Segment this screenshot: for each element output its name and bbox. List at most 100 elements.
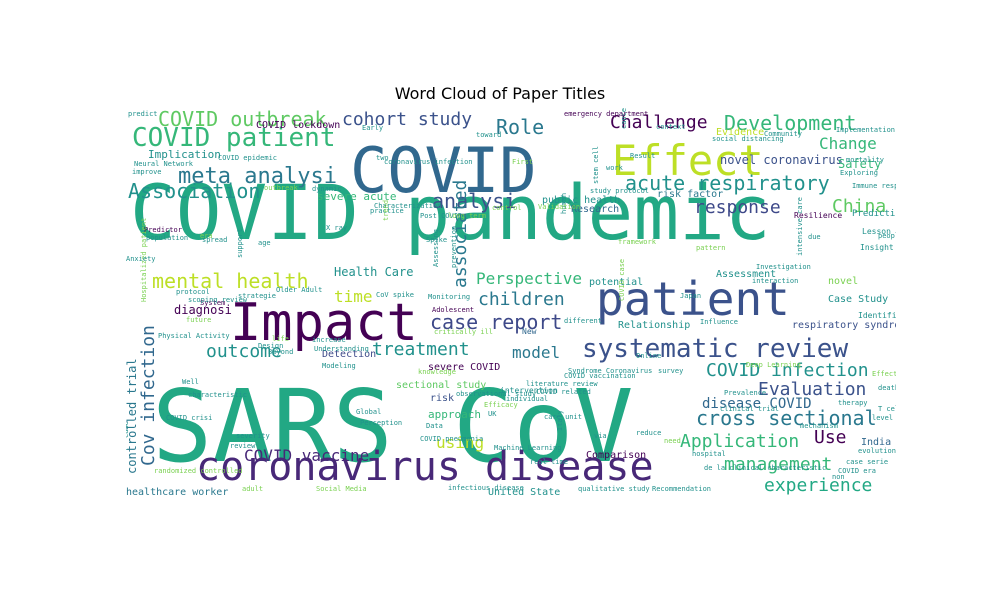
word-need: need — [664, 437, 681, 445]
word-deep-learning: Deep Learning — [746, 361, 801, 369]
word-detection: Detection — [322, 349, 376, 360]
word-effect: Effect — [612, 136, 764, 185]
word-covid-pandemic: COVID pandemic — [130, 168, 771, 257]
word-severe-covid: severe COVID — [428, 362, 500, 373]
word-influence: Influence — [700, 318, 738, 326]
word-early: Early — [362, 124, 383, 132]
word-intensive-care: intensive care — [796, 197, 804, 256]
word-uk: UK — [488, 410, 497, 418]
word-beyond: Beyond — [268, 348, 293, 356]
word-diagnosi: diagnosi — [174, 303, 232, 317]
word-safety: Safety — [838, 157, 881, 171]
word-individual: individual — [506, 395, 548, 403]
word-covid-era: COVID era — [838, 467, 876, 475]
word-human: human — [560, 193, 568, 214]
word-design: Design — [258, 342, 283, 350]
word-experience: experience — [764, 475, 872, 496]
word-outcome: outcome — [206, 341, 282, 362]
word-india: India — [861, 437, 891, 448]
word-research: Research — [571, 204, 619, 215]
word-hospitalized-patient: Hospitalized patient — [140, 218, 148, 302]
word-spread: spread — [202, 236, 227, 244]
word-cohort-study: cohort study — [342, 109, 472, 130]
word-severe-acute: severe acute — [317, 190, 396, 203]
word-public-health: public health — [542, 195, 620, 206]
word-infectious-disease: infectious disease — [448, 484, 524, 492]
word-associated: associated — [450, 180, 471, 288]
word-lesson: Lesson — [862, 227, 891, 236]
word-control: control — [492, 204, 522, 212]
word-adolescent: Adolescent — [432, 306, 474, 314]
word-knowledge: knowledge — [418, 368, 456, 376]
word-evidence: Evidence — [716, 127, 764, 138]
word-intervention: intervention — [500, 386, 558, 395]
word-outbreak: outbreak — [264, 184, 299, 192]
word-trend: trend — [382, 200, 390, 221]
word-case: case — [126, 421, 130, 438]
word-sars-cov: SARS CoV — [152, 368, 634, 485]
word-sectional-study: sectional study — [396, 380, 486, 391]
word-review: review — [230, 442, 256, 450]
word-characterization: Characterization — [374, 202, 441, 210]
word-exploring: Exploring — [840, 169, 878, 177]
word-response: response — [694, 197, 781, 218]
word-novel: novel — [828, 276, 858, 287]
word-result: Result — [630, 152, 655, 160]
word-qualitative-study: qualitative study — [578, 485, 650, 493]
word-protocol: protocol — [176, 288, 210, 296]
word-application: Application — [680, 431, 799, 452]
word-evaluation: Evaluation — [758, 379, 866, 400]
word-mental-health: mental health — [152, 269, 309, 293]
word-identification: Identification — [858, 311, 896, 320]
word-spike: Spike — [426, 236, 447, 244]
word-management: management — [724, 454, 832, 475]
word-prediction: Prediction — [852, 209, 896, 219]
word-meta-analysi: meta analysi — [178, 164, 337, 189]
word-due: due — [808, 233, 821, 241]
word-use: Use — [814, 427, 847, 448]
word-increase: increase — [312, 336, 346, 344]
word-time: time — [334, 287, 373, 306]
word-syndrome-coronavirus: Syndrome Coronavirus — [568, 367, 652, 375]
word-well: Well — [182, 378, 199, 386]
word-reduce: reduce — [636, 429, 661, 437]
word-survey: survey — [658, 367, 683, 375]
word-cov-spike: CoV spike — [376, 291, 414, 299]
word-therapy: therapy — [838, 399, 868, 407]
word-immune-response: Immune response — [852, 182, 896, 190]
word-risk-factor: risk factor — [657, 189, 723, 200]
word-acute-respiratory: acute respiratory — [625, 171, 830, 195]
word-machine-learning: Machine Learning — [494, 444, 561, 452]
word-critically-ill: critically ill — [434, 328, 493, 336]
word-data: Data — [426, 422, 443, 430]
word-improve: improve — [132, 168, 162, 176]
word-approach: approach — [428, 408, 481, 421]
word-case-serie: case serie — [846, 458, 888, 466]
word-predictor: Predictor — [144, 226, 182, 234]
word-study-protocol: study protocol — [590, 187, 649, 195]
word-covid-related: COVID related — [536, 388, 591, 396]
word-respiratory-syndrome: respiratory syndrome — [792, 320, 896, 331]
word-covid-lockdown: COVID lockdown — [256, 120, 340, 131]
word-efficacy: Efficacy — [484, 401, 518, 409]
word-social-distancing: social distancing — [712, 135, 784, 143]
word-prevalence: Prevalence — [724, 389, 766, 397]
word-change: Change — [819, 134, 877, 153]
word-cloud: COVID pandemic SARS CoV COVID Impact patient… — [126, 108, 896, 498]
word-cross-sectional: cross sectional — [696, 406, 877, 430]
word-future: future — [186, 316, 211, 324]
word-coronavirus-infection: coronavirus infection — [384, 158, 473, 166]
word-practice: practice — [370, 207, 404, 215]
word-role: Role — [496, 115, 544, 139]
word-patient: patient — [596, 272, 790, 326]
word-care-unit: care unit — [544, 413, 582, 421]
word-investigation: Investigation — [756, 263, 811, 271]
word-different: different — [564, 317, 602, 325]
word-covid-infection: COVID infection — [706, 360, 869, 381]
word-comparison: Comparison — [586, 450, 646, 461]
word-analysi: analysi — [432, 189, 516, 213]
word-age: age — [258, 239, 271, 247]
word-long-term: long term — [448, 212, 486, 220]
word-controlled-trial: controlled trial — [126, 358, 139, 474]
word-real-time: real time — [530, 458, 568, 466]
